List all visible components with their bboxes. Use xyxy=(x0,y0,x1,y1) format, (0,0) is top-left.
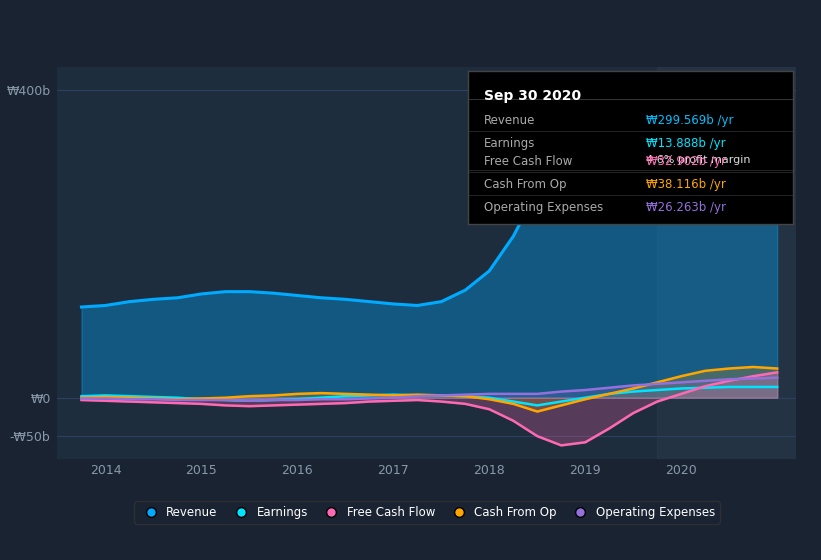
Bar xyxy=(658,67,796,459)
Legend: Revenue, Earnings, Free Cash Flow, Cash From Op, Operating Expenses: Revenue, Earnings, Free Cash Flow, Cash … xyxy=(135,501,719,524)
